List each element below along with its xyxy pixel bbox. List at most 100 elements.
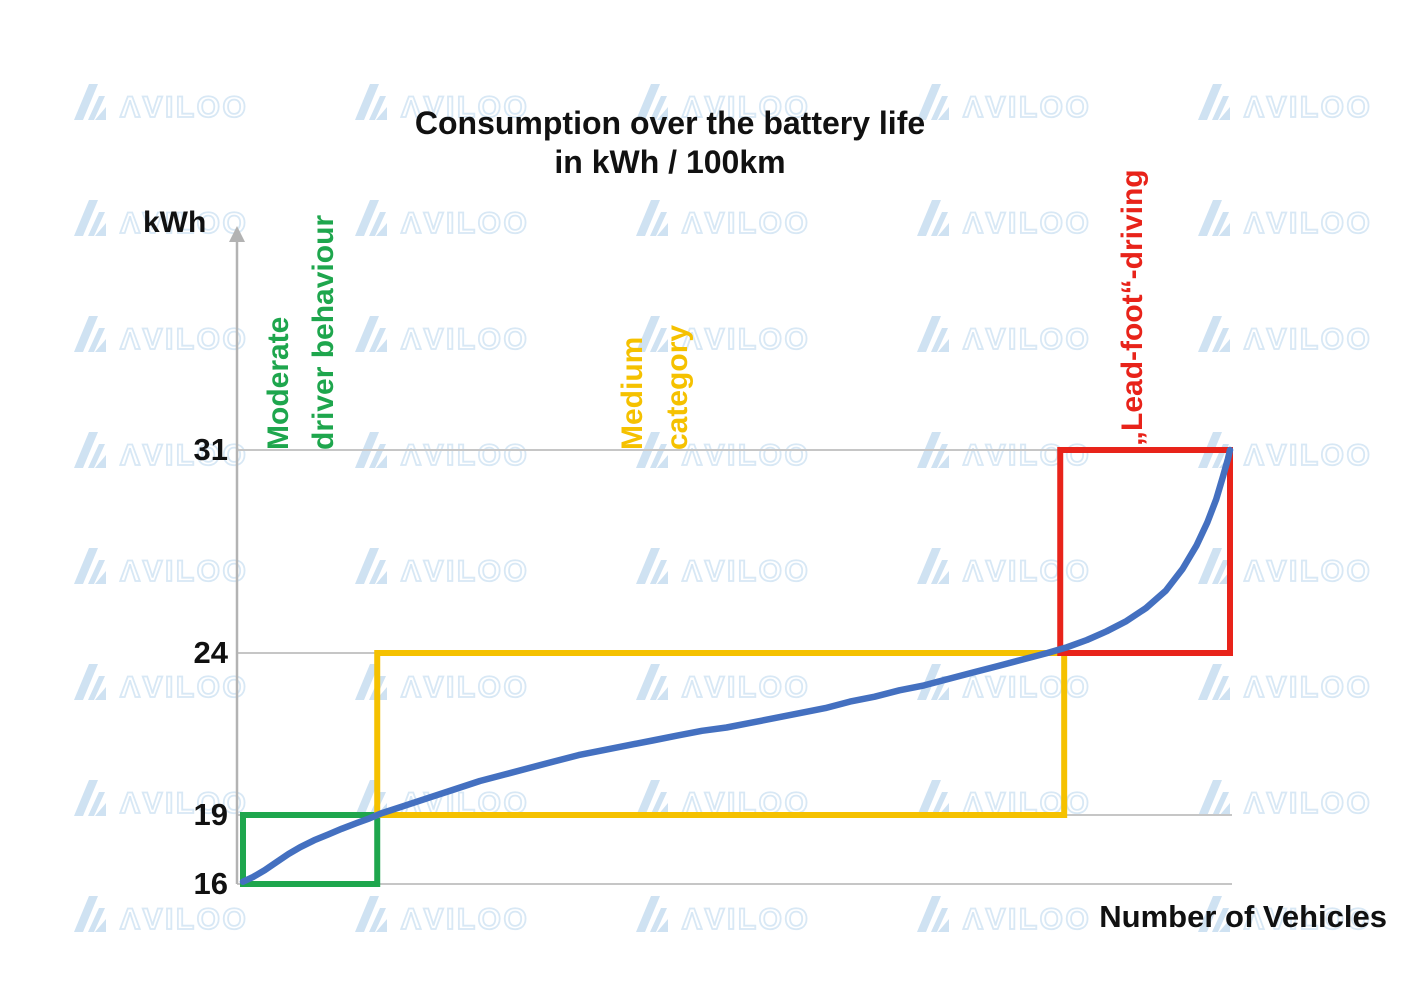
aviloo-mark-icon [369,96,386,120]
aviloo-watermark-logo: ΛVILOO [636,200,810,241]
aviloo-mark-icon [650,328,667,352]
aviloo-watermark-logo: ΛVILOO [917,896,1091,937]
chart-title-line-2: in kWh / 100km [554,144,786,180]
aviloo-watermark-text: ΛVILOO [401,903,529,936]
aviloo-watermark-text: ΛVILOO [1244,323,1372,356]
aviloo-watermark-logo: ΛVILOO [355,548,529,589]
aviloo-watermark-text: ΛVILOO [401,555,529,588]
aviloo-watermark-logo: ΛVILOO [917,200,1091,241]
aviloo-mark-icon [74,780,98,816]
aviloo-mark-icon [88,444,105,468]
aviloo-mark-icon [74,896,98,932]
aviloo-mark-icon [1198,548,1222,584]
aviloo-watermark-logo: ΛVILOO [1198,896,1371,937]
y-tick-31: 31 [193,432,228,467]
aviloo-watermark-text: ΛVILOO [963,439,1091,472]
aviloo-mark-icon [1212,792,1229,816]
medium-category-label-line-1: Medium [616,336,649,450]
aviloo-watermark-logo: ΛVILOO [917,432,1091,473]
aviloo-watermark-text: ΛVILOO [682,439,810,472]
aviloo-mark-icon [657,571,668,584]
aviloo-watermark-text: ΛVILOO [1244,671,1372,704]
moderate-driver-label: Moderate driver behaviour [256,215,346,450]
aviloo-mark-icon [95,223,106,236]
aviloo-mark-icon [657,687,668,700]
aviloo-mark-icon [931,328,948,352]
aviloo-watermark-logo: ΛVILOO [355,316,528,357]
aviloo-mark-icon [1198,316,1222,352]
aviloo-mark-icon [1212,560,1229,584]
aviloo-mark-icon [95,919,106,932]
aviloo-mark-icon [369,328,386,352]
aviloo-watermark-text: ΛVILOO [1244,555,1372,588]
aviloo-watermark-logo: ΛVILOO [355,200,528,241]
aviloo-mark-icon [636,548,660,584]
aviloo-mark-icon [938,223,949,236]
aviloo-mark-icon [88,560,105,584]
aviloo-mark-icon [369,908,386,932]
aviloo-mark-icon [355,548,379,584]
aviloo-mark-icon [376,107,387,120]
aviloo-watermark-text: ΛVILOO [682,323,810,356]
aviloo-mark-icon [355,316,379,352]
moderate-driver-label-line-2: driver behaviour [307,214,340,450]
aviloo-watermark-logo: ΛVILOO [1198,548,1372,589]
aviloo-mark-icon [74,84,98,120]
aviloo-mark-icon [369,560,386,584]
aviloo-mark-icon [376,919,387,932]
aviloo-mark-icon [636,200,660,236]
aviloo-mark-icon [650,676,667,700]
aviloo-watermark-logo: ΛVILOO [74,548,247,589]
aviloo-watermark-logo: ΛVILOO [636,316,810,357]
aviloo-mark-icon [657,339,668,352]
aviloo-mark-icon [917,200,941,236]
aviloo-watermark-text: ΛVILOO [401,91,529,124]
aviloo-mark-icon [931,908,948,932]
aviloo-mark-icon [1212,328,1229,352]
aviloo-watermark-logo: ΛVILOO [355,896,529,937]
aviloo-watermark-text: ΛVILOO [682,555,810,588]
aviloo-watermark-text: ΛVILOO [682,671,810,704]
aviloo-mark-icon [1219,919,1230,932]
aviloo-mark-icon [1212,96,1229,120]
aviloo-mark-icon [650,792,667,816]
chart-title-line-1: Consumption over the battery life [414,105,926,141]
aviloo-mark-icon [1198,84,1222,120]
aviloo-mark-icon [917,548,941,584]
aviloo-watermark-logo: ΛVILOO [917,548,1090,589]
moderate-region-box [240,812,381,887]
aviloo-watermark-text: ΛVILOO [1244,91,1372,124]
leadfoot-region-box [1057,447,1233,656]
aviloo-mark-icon [657,919,668,932]
aviloo-mark-icon [1198,200,1222,236]
aviloo-mark-icon [650,560,667,584]
aviloo-watermark-text: ΛVILOO [120,91,248,124]
aviloo-mark-icon [931,212,948,236]
aviloo-mark-icon [355,780,379,816]
aviloo-mark-icon [917,84,941,120]
aviloo-mark-icon [938,687,949,700]
aviloo-mark-icon [95,339,106,352]
aviloo-mark-icon [938,571,949,584]
aviloo-watermark-logo: ΛVILOO [917,316,1090,357]
aviloo-watermark-logo: ΛVILOO [74,780,247,821]
y-tick-24: 24 [193,635,228,670]
aviloo-watermark-text: ΛVILOO [120,439,248,472]
aviloo-watermark-logo: ΛVILOO [636,84,809,125]
aviloo-watermark-text: ΛVILOO [682,207,810,240]
aviloo-mark-icon [636,664,660,700]
aviloo-mark-icon [88,212,105,236]
aviloo-mark-icon [74,548,98,584]
aviloo-mark-icon [74,200,98,236]
aviloo-watermark-text: ΛVILOO [682,903,810,936]
aviloo-mark-icon [95,571,106,584]
aviloo-watermark-text: ΛVILOO [963,207,1091,240]
aviloo-mark-icon [650,96,667,120]
aviloo-mark-icon [1219,107,1230,120]
aviloo-mark-icon [931,792,948,816]
aviloo-watermark-logo: ΛVILOO [636,548,810,589]
y-axis-unit-label: kWh [143,206,207,239]
aviloo-watermark-text: ΛVILOO [963,903,1091,936]
aviloo-mark-icon [1212,908,1229,932]
